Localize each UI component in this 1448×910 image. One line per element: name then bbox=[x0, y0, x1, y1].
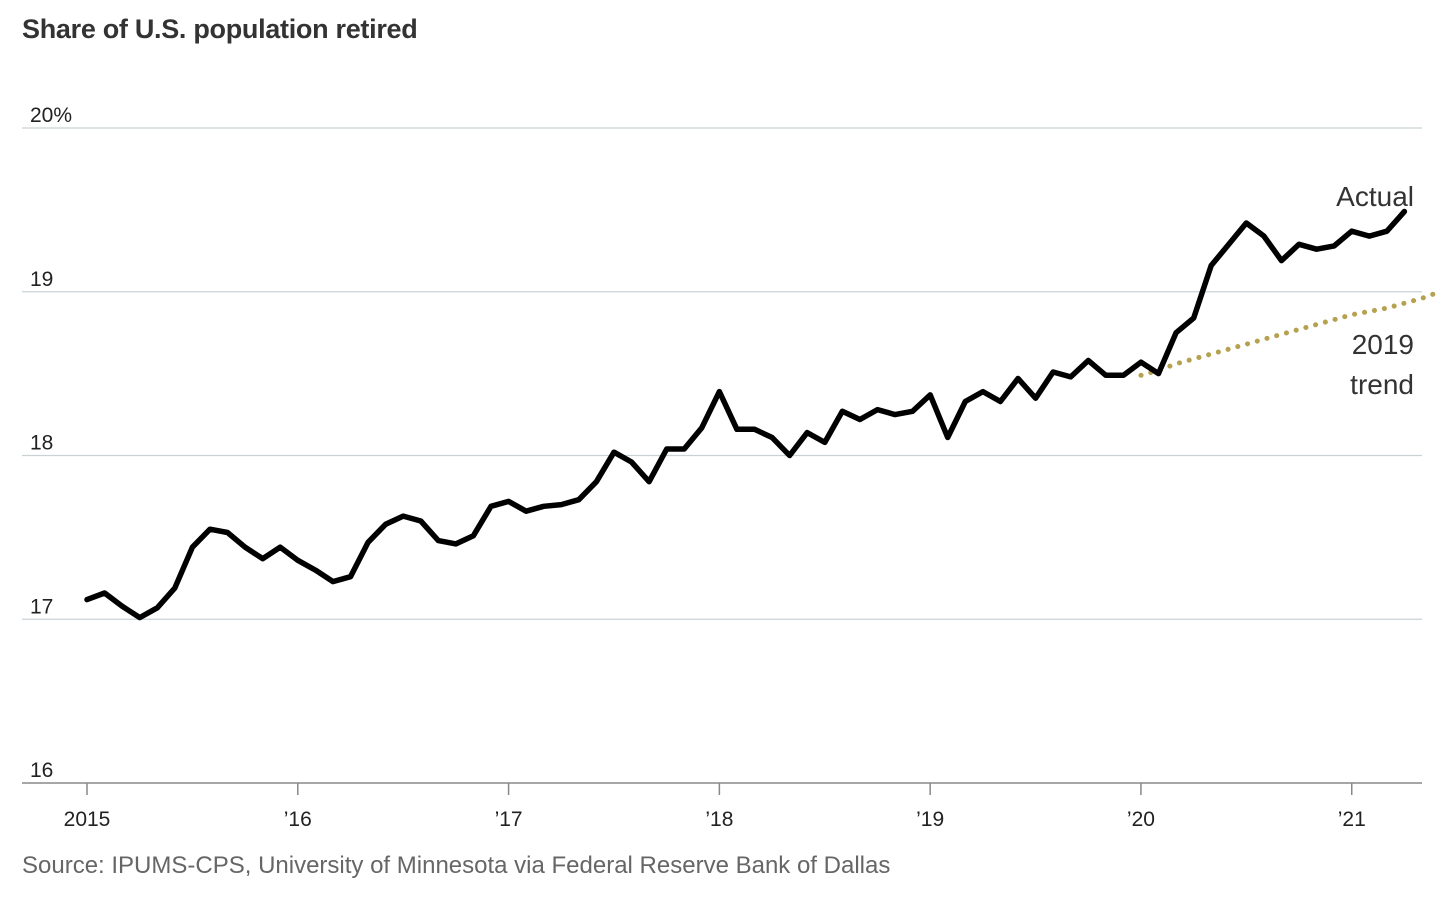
x-tick-label: ’18 bbox=[705, 808, 733, 831]
y-tick-label: 19 bbox=[30, 268, 53, 291]
series-label-trend: 2019 trend bbox=[1350, 329, 1414, 400]
y-tick-label: 17 bbox=[30, 595, 53, 618]
y-tick-label: 20% bbox=[30, 104, 72, 127]
series-label-actual: Actual bbox=[1336, 181, 1414, 212]
y-axis-ticks: 20% 19 18 17 16 bbox=[30, 104, 72, 782]
trend-label-line-1: 2019 bbox=[1352, 329, 1414, 360]
chart-title: Share of U.S. population retired bbox=[22, 14, 418, 44]
x-tick-label: ’19 bbox=[916, 808, 944, 831]
series-lines bbox=[84, 208, 1443, 621]
trend-label-line-2: trend bbox=[1350, 369, 1414, 400]
series-line-actual bbox=[84, 208, 1408, 621]
x-tick-label: 2015 bbox=[64, 808, 111, 831]
x-tick-label: ’16 bbox=[284, 808, 312, 831]
y-tick-label: 18 bbox=[30, 432, 53, 455]
line-chart: 20% 19 18 17 16 2015 ’16 ’17 ’18 ’19 ’20 ’21 Actua… bbox=[22, 104, 1443, 831]
series-line-trend bbox=[1138, 289, 1443, 378]
x-axis-ticks: 2015 ’16 ’17 ’18 ’19 ’20 ’21 bbox=[64, 783, 1366, 831]
y-tick-label: 16 bbox=[30, 759, 53, 782]
chart-source: Source: IPUMS-CPS, University of Minneso… bbox=[22, 852, 891, 879]
x-tick-label: ’21 bbox=[1338, 808, 1366, 831]
x-tick-label: ’17 bbox=[495, 808, 523, 831]
x-tick-label: ’20 bbox=[1127, 808, 1155, 831]
gridlines bbox=[22, 127, 1422, 784]
